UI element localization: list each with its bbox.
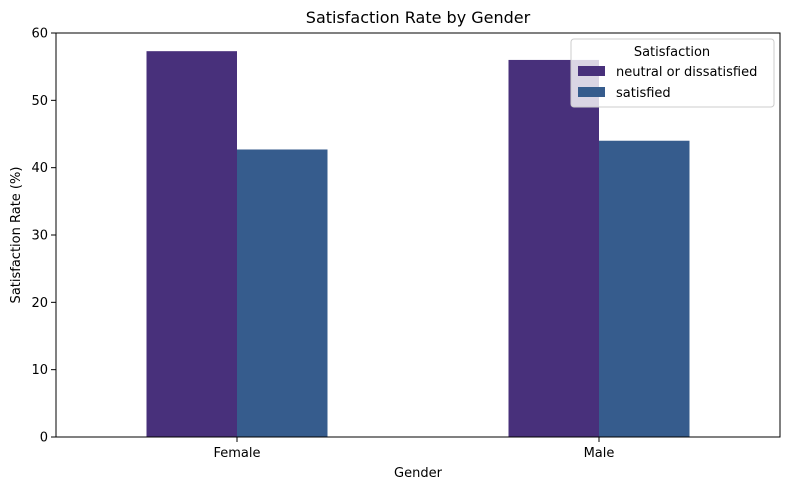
- bar-female-satisfied: [237, 149, 328, 437]
- plot-frame: [55, 32, 781, 438]
- chart-title: Satisfaction Rate by Gender: [306, 8, 531, 27]
- x-axis-label: Gender: [394, 466, 443, 481]
- legend-box: [570, 38, 775, 108]
- y-tick-label: 60: [31, 27, 48, 42]
- y-tick-label: 0: [40, 431, 48, 446]
- y-axis-label: Satisfaction Rate (%): [9, 167, 24, 304]
- bar-male-neutral-or-dissatisfied: [508, 59, 599, 437]
- x-axis: Female Male: [213, 437, 614, 461]
- bar-female-neutral-or-dissatisfied: [146, 51, 237, 438]
- legend-swatch: [578, 87, 605, 97]
- y-axis: 0 10 20 30 40 50 60: [31, 27, 56, 446]
- legend-title: Satisfaction: [634, 45, 710, 60]
- legend: Satisfaction neutral or dissatisfied sati…: [570, 38, 775, 108]
- y-tick-label: 10: [31, 363, 48, 378]
- bars-group: [146, 51, 690, 438]
- x-tick-label: Female: [213, 446, 260, 461]
- bar-male-satisfied: [599, 140, 690, 437]
- legend-label: neutral or dissatisfied: [616, 65, 757, 80]
- y-tick-label: 20: [31, 296, 48, 311]
- y-tick-label: 50: [31, 94, 48, 109]
- legend-label: satisfied: [616, 86, 671, 101]
- y-tick-label: 40: [31, 161, 48, 176]
- legend-swatch: [578, 66, 605, 76]
- x-tick-label: Male: [584, 446, 615, 461]
- y-tick-label: 30: [31, 229, 48, 244]
